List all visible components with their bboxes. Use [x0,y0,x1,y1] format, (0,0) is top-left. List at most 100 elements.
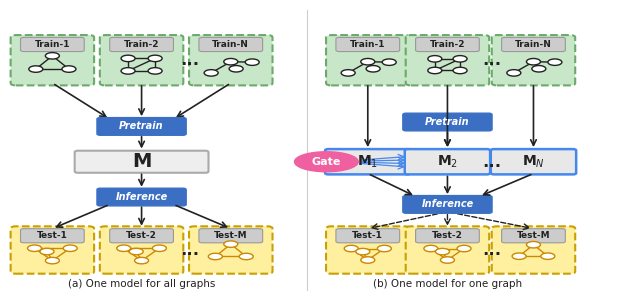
FancyBboxPatch shape [403,113,492,131]
FancyBboxPatch shape [403,196,492,213]
Circle shape [453,56,467,62]
Text: Test-2: Test-2 [432,231,463,240]
Circle shape [457,245,471,252]
Circle shape [424,245,438,252]
Circle shape [239,253,253,260]
FancyBboxPatch shape [415,37,479,52]
Circle shape [548,59,562,65]
Text: $\mathbf{M}_2$: $\mathbf{M}_2$ [437,154,458,170]
FancyBboxPatch shape [415,229,479,243]
Circle shape [440,257,454,263]
Circle shape [532,66,546,72]
FancyBboxPatch shape [326,226,410,274]
Circle shape [148,68,162,74]
Circle shape [512,253,526,259]
FancyBboxPatch shape [75,151,209,173]
Circle shape [204,70,218,76]
Text: Test-2: Test-2 [126,231,157,240]
Text: ...: ... [483,51,502,69]
Text: Test-1: Test-1 [37,231,68,240]
Circle shape [428,67,442,74]
Text: ...: ... [180,241,199,259]
FancyBboxPatch shape [492,35,575,86]
Text: Inference: Inference [421,199,474,209]
Circle shape [148,55,162,62]
Circle shape [63,245,77,252]
Circle shape [129,248,143,255]
Circle shape [29,66,43,72]
Text: Train-1: Train-1 [350,40,385,49]
Circle shape [361,59,375,65]
Circle shape [507,70,521,76]
Text: (b) One model for one graph: (b) One model for one graph [373,279,522,289]
Text: Pretrain: Pretrain [119,121,164,132]
Circle shape [382,59,396,65]
FancyBboxPatch shape [189,226,273,274]
FancyBboxPatch shape [97,188,186,206]
Circle shape [229,66,243,72]
FancyBboxPatch shape [326,35,410,86]
Text: Gate: Gate [312,157,341,167]
Circle shape [134,257,148,264]
FancyBboxPatch shape [199,229,262,243]
Circle shape [45,257,60,264]
FancyBboxPatch shape [100,226,183,274]
Text: $\mathbf{M}$: $\mathbf{M}$ [132,152,152,171]
Text: (a) One model for all graphs: (a) One model for all graphs [68,279,215,289]
Ellipse shape [294,152,358,172]
FancyBboxPatch shape [325,149,410,174]
Text: Train-N: Train-N [515,40,552,49]
Circle shape [541,253,555,259]
Circle shape [527,241,540,248]
FancyBboxPatch shape [336,229,399,243]
Circle shape [435,248,449,255]
FancyBboxPatch shape [97,118,186,135]
FancyBboxPatch shape [502,229,565,243]
FancyBboxPatch shape [492,226,575,274]
Circle shape [378,245,392,252]
FancyBboxPatch shape [100,35,183,86]
Circle shape [121,68,135,74]
FancyBboxPatch shape [406,35,489,86]
FancyBboxPatch shape [199,37,262,52]
Circle shape [224,59,238,65]
Text: ...: ... [483,153,502,171]
Circle shape [453,67,467,74]
Circle shape [527,59,540,65]
Circle shape [152,245,166,252]
FancyBboxPatch shape [404,149,490,174]
Text: Test-1: Test-1 [353,231,383,240]
FancyBboxPatch shape [491,149,576,174]
Text: Test-M: Test-M [516,231,550,240]
Circle shape [356,248,370,255]
Circle shape [341,70,355,76]
FancyBboxPatch shape [502,37,565,52]
FancyBboxPatch shape [20,229,84,243]
Circle shape [121,55,135,62]
Circle shape [344,245,358,252]
Circle shape [45,53,60,59]
Text: Train-N: Train-N [212,40,249,49]
Text: ...: ... [483,241,502,259]
Text: $\mathbf{M}_1$: $\mathbf{M}_1$ [357,154,378,170]
Circle shape [116,245,131,252]
Circle shape [366,66,380,72]
Circle shape [28,245,42,252]
Circle shape [40,248,54,255]
Circle shape [428,56,442,62]
FancyBboxPatch shape [336,37,399,52]
Circle shape [245,59,259,65]
Circle shape [62,66,76,72]
Text: Inference: Inference [115,192,168,202]
Text: Pretrain: Pretrain [425,117,470,127]
FancyBboxPatch shape [406,226,489,274]
FancyBboxPatch shape [20,37,84,52]
Circle shape [209,253,222,260]
FancyBboxPatch shape [11,226,94,274]
FancyBboxPatch shape [109,37,173,52]
Circle shape [361,257,375,263]
FancyBboxPatch shape [109,229,173,243]
Text: Train-1: Train-1 [35,40,70,49]
Circle shape [224,241,238,247]
FancyBboxPatch shape [11,35,94,86]
